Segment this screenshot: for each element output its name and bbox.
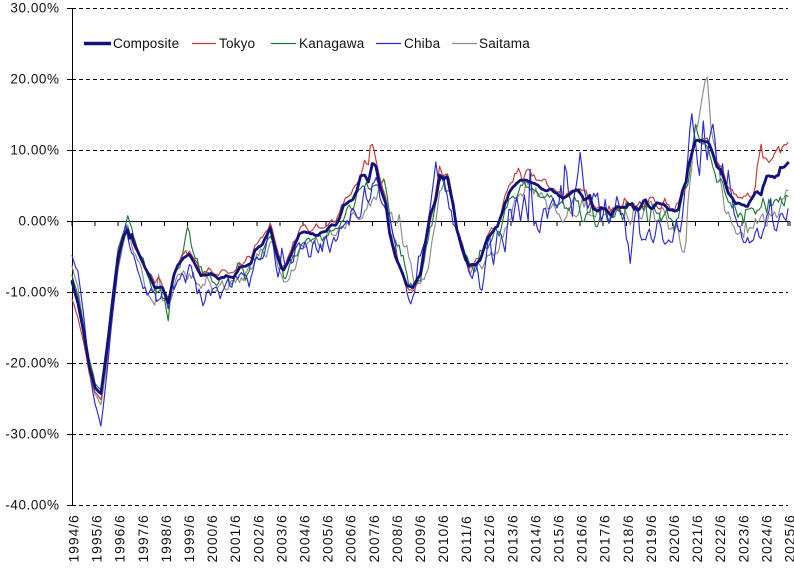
svg-text:Composite: Composite [113, 36, 179, 51]
svg-text:2005/6: 2005/6 [320, 514, 336, 562]
svg-text:2015/6: 2015/6 [551, 514, 567, 562]
svg-text:2025/6: 2025/6 [782, 514, 794, 562]
svg-text:2001/6: 2001/6 [227, 514, 243, 562]
svg-text:Saitama: Saitama [479, 36, 530, 51]
svg-text:Kanagawa: Kanagawa [299, 36, 365, 51]
svg-text:Chiba: Chiba [404, 36, 441, 51]
svg-text:Tokyo: Tokyo [219, 36, 255, 51]
svg-text:2000/6: 2000/6 [204, 514, 220, 562]
svg-text:2024/6: 2024/6 [758, 514, 774, 562]
svg-text:2002/6: 2002/6 [250, 514, 266, 562]
svg-text:2004/6: 2004/6 [297, 514, 313, 562]
svg-text:20.00%: 20.00% [10, 72, 59, 87]
svg-text:1995/6: 1995/6 [89, 514, 105, 562]
svg-text:2019/6: 2019/6 [643, 514, 659, 562]
svg-text:1996/6: 1996/6 [112, 514, 128, 562]
svg-text:2007/6: 2007/6 [366, 514, 382, 562]
svg-text:2016/6: 2016/6 [574, 514, 590, 562]
svg-text:2021/6: 2021/6 [689, 514, 705, 562]
svg-text:-20.00%: -20.00% [5, 356, 59, 371]
svg-text:2022/6: 2022/6 [712, 514, 728, 562]
svg-text:2010/6: 2010/6 [435, 514, 451, 562]
svg-text:1994/6: 1994/6 [66, 514, 82, 562]
svg-text:-10.00%: -10.00% [5, 285, 59, 300]
svg-text:2023/6: 2023/6 [735, 514, 751, 562]
svg-text:1998/6: 1998/6 [158, 514, 174, 562]
svg-text:10.00%: 10.00% [10, 143, 59, 158]
svg-text:1997/6: 1997/6 [135, 514, 151, 562]
svg-text:2017/6: 2017/6 [597, 514, 613, 562]
svg-text:-40.00%: -40.00% [5, 498, 59, 513]
svg-text:-30.00%: -30.00% [5, 427, 59, 442]
svg-text:2012/6: 2012/6 [481, 514, 497, 562]
svg-text:2020/6: 2020/6 [666, 514, 682, 562]
svg-text:30.00%: 30.00% [10, 1, 59, 16]
svg-text:2006/6: 2006/6 [343, 514, 359, 562]
svg-text:2008/6: 2008/6 [389, 514, 405, 562]
svg-text:2011/6: 2011/6 [458, 515, 474, 562]
svg-text:2003/6: 2003/6 [273, 514, 289, 562]
svg-text:2009/6: 2009/6 [412, 514, 428, 562]
svg-text:0.00%: 0.00% [18, 214, 59, 229]
svg-text:2014/6: 2014/6 [527, 514, 543, 562]
svg-text:2013/6: 2013/6 [504, 514, 520, 562]
svg-text:1999/6: 1999/6 [181, 514, 197, 562]
svg-text:2018/6: 2018/6 [620, 514, 636, 562]
